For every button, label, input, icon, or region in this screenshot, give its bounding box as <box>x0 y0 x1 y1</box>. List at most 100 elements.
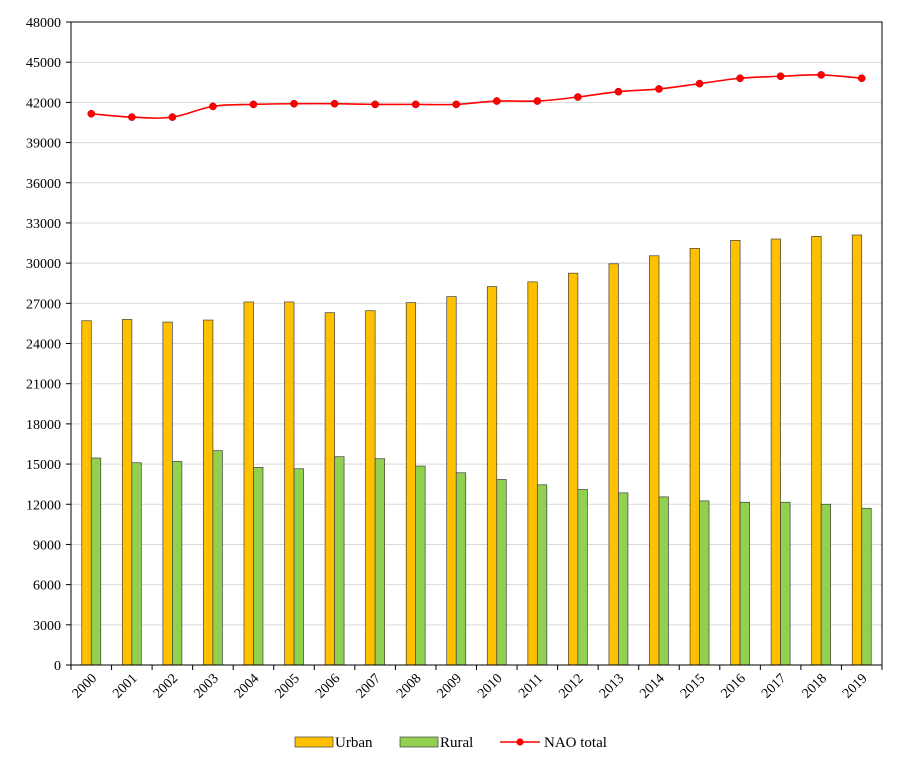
x-tick-label: 2013 <box>597 671 627 701</box>
bar-rural <box>861 507 872 666</box>
point-nao-total <box>452 100 461 109</box>
x-tick-label: 2010 <box>475 671 505 701</box>
point-nao-total <box>371 100 379 109</box>
point-nao-total <box>249 100 258 109</box>
point-nao-total <box>857 74 866 83</box>
point-nao-total <box>574 93 582 101</box>
x-tick-label: 2019 <box>840 671 870 701</box>
bar-rural <box>496 479 507 666</box>
x-tick-label: 2005 <box>272 671 302 701</box>
total-line <box>87 71 866 121</box>
bar-urban <box>324 312 335 666</box>
y-tick-label: 21000 <box>26 378 61 393</box>
bar-urban <box>243 301 254 666</box>
bar-rural <box>577 489 588 666</box>
point-nao-total <box>655 85 663 93</box>
x-tick-label: 2015 <box>678 671 708 701</box>
bar-urban <box>730 240 741 666</box>
point-nao-total <box>290 99 298 108</box>
x-tick-label: 2004 <box>232 671 262 701</box>
point-nao-total <box>168 113 177 121</box>
point-nao-total <box>736 74 744 83</box>
point-nao-total <box>209 102 217 111</box>
bar-urban <box>284 301 295 666</box>
x-tick-label: 2017 <box>759 671 789 701</box>
point-nao-total <box>817 71 826 79</box>
y-tick-label: 42000 <box>26 96 61 111</box>
bar-rural <box>172 461 183 666</box>
bar-urban <box>446 296 457 666</box>
line-nao-total <box>91 74 862 119</box>
point-nao-total <box>411 100 420 109</box>
x-tick-label: 2014 <box>637 671 667 701</box>
bar-rural <box>658 496 669 666</box>
y-tick-label: 18000 <box>26 418 61 433</box>
legend-marker-nao-total <box>516 738 524 746</box>
bar-rural <box>455 472 467 666</box>
bar-urban <box>568 272 579 666</box>
x-tick-label: 2003 <box>191 671 221 701</box>
x-tick-label: 2002 <box>151 671 181 701</box>
bar-rural <box>618 492 629 666</box>
y-tick-label: 27000 <box>26 297 61 312</box>
bar-rural <box>415 465 426 666</box>
bar-urban <box>689 248 700 666</box>
y-tick-label: 48000 <box>26 16 61 31</box>
bars <box>81 234 872 666</box>
bar-rural <box>739 501 750 666</box>
point-nao-total <box>127 113 136 121</box>
x-tick-label: 2016 <box>718 671 748 701</box>
bar-rural <box>90 457 102 666</box>
legend-swatch-urban <box>294 736 334 748</box>
bar-rural <box>131 462 142 666</box>
bar-rural <box>780 501 791 666</box>
y-tick-label: 30000 <box>26 257 61 272</box>
y-tick-label: 36000 <box>26 177 61 192</box>
point-nao-total <box>695 79 704 88</box>
point-nao-total <box>330 99 339 108</box>
legend: Urban Rural NAO total <box>294 735 607 751</box>
point-nao-total <box>87 109 96 118</box>
y-tick-label: 6000 <box>33 579 61 594</box>
y-tick-label: 0 <box>54 659 61 674</box>
bar-urban <box>486 286 498 666</box>
point-nao-total <box>492 97 501 105</box>
x-tick-label: 2018 <box>800 671 830 701</box>
x-tick-label: 2011 <box>516 671 546 701</box>
bar-rural <box>374 458 385 666</box>
bar-urban <box>405 302 417 666</box>
bar-urban <box>81 320 92 666</box>
bar-rural <box>699 500 710 666</box>
y-tick-label: 24000 <box>26 338 61 353</box>
y-tick-label: 33000 <box>26 217 61 232</box>
legend-label-nao-total: NAO total <box>544 735 607 751</box>
x-tick-label: 2001 <box>110 671 140 701</box>
x-tick-label: 2007 <box>354 671 384 701</box>
point-nao-total <box>614 87 623 96</box>
point-nao-total <box>533 97 542 105</box>
bar-rural <box>820 503 832 666</box>
point-nao-total <box>776 72 785 81</box>
y-tick-label: 15000 <box>26 458 61 473</box>
bar-rural <box>334 456 345 666</box>
y-tick-label: 3000 <box>33 619 61 634</box>
bar-urban <box>811 235 822 666</box>
y-tick-label: 39000 <box>26 137 61 152</box>
bar-urban <box>527 281 538 666</box>
bar-urban <box>365 310 376 666</box>
bar-rural <box>253 467 264 666</box>
bar-rural <box>536 484 548 666</box>
bar-urban <box>203 319 214 666</box>
y-tick-label: 45000 <box>26 56 61 71</box>
legend-swatch-rural <box>399 736 439 748</box>
x-tick-label: 2012 <box>556 671 586 701</box>
legend-label-urban: Urban <box>335 735 373 751</box>
x-tick-label: 2006 <box>313 671 343 701</box>
bar-urban <box>851 234 863 666</box>
legend-label-rural: Rural <box>440 735 473 751</box>
x-tick-label: 2009 <box>435 671 465 701</box>
y-tick-label: 9000 <box>33 538 61 553</box>
bar-urban <box>770 238 781 666</box>
